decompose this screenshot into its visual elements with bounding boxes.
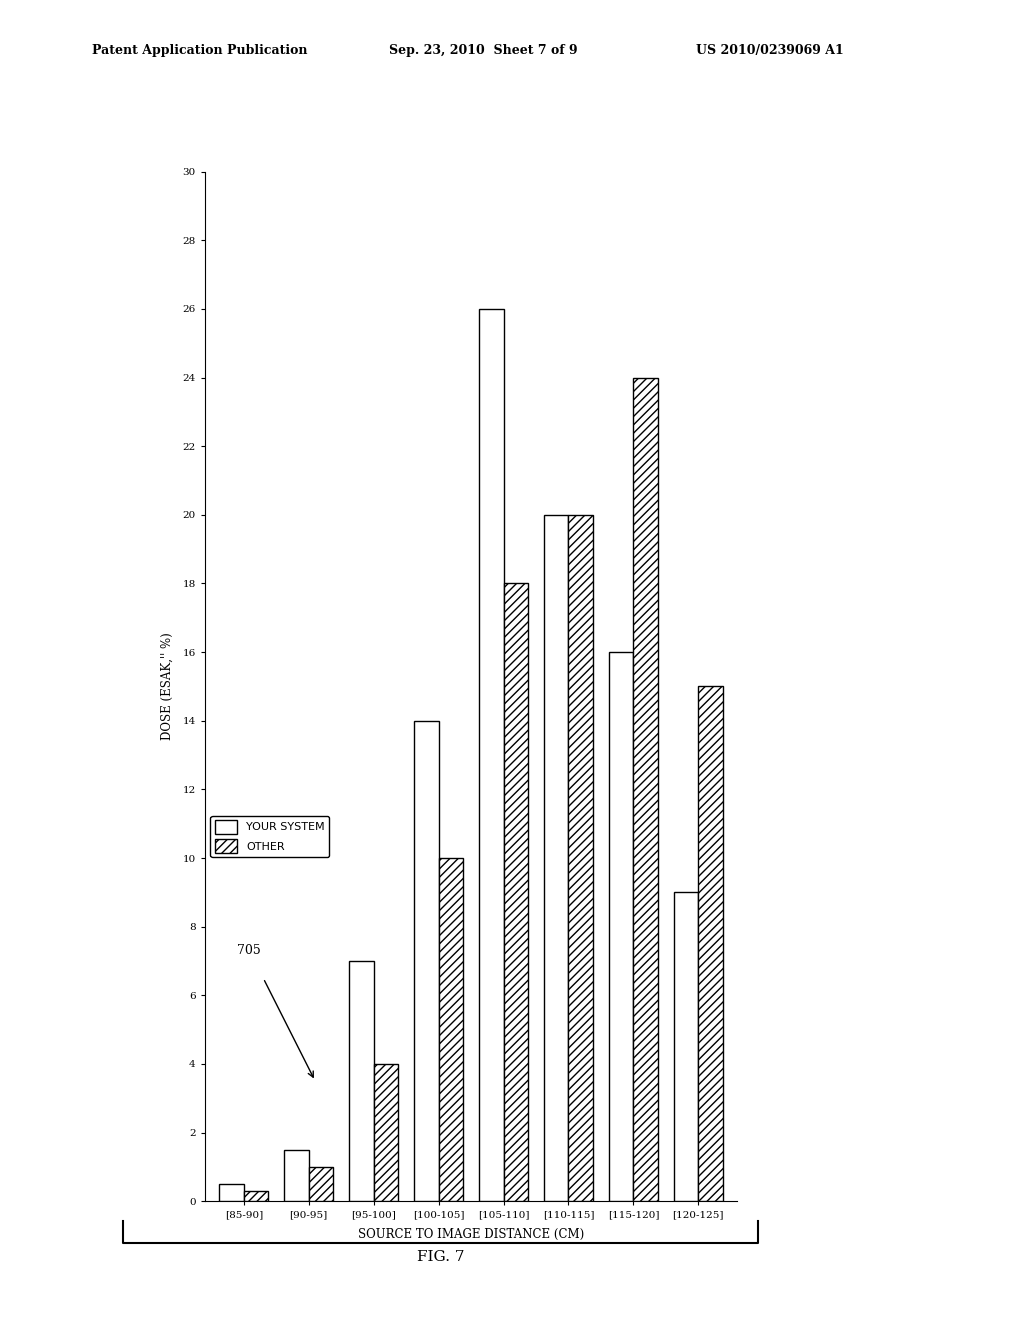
Bar (284, 1150, 308, 1201)
Bar (438, 858, 463, 1201)
Bar (698, 686, 723, 1201)
Bar (568, 515, 593, 1201)
Bar (349, 961, 374, 1201)
Text: 705: 705 (238, 944, 261, 957)
Bar (244, 1191, 268, 1201)
Bar (219, 1184, 244, 1201)
Text: Patent Application Publication: Patent Application Publication (92, 44, 307, 57)
Bar (308, 1167, 334, 1201)
Legend: YOUR SYSTEM, OTHER: YOUR SYSTEM, OTHER (210, 816, 329, 857)
Y-axis label: DOSE (ESAK,'' %): DOSE (ESAK,'' %) (161, 632, 174, 741)
Text: Sep. 23, 2010  Sheet 7 of 9: Sep. 23, 2010 Sheet 7 of 9 (389, 44, 578, 57)
Text: US 2010/0239069 A1: US 2010/0239069 A1 (696, 44, 844, 57)
Bar (504, 583, 528, 1201)
Bar (674, 892, 698, 1201)
Bar (374, 1064, 398, 1201)
Bar (608, 652, 634, 1201)
X-axis label: SOURCE TO IMAGE DISTANCE (CM): SOURCE TO IMAGE DISTANCE (CM) (358, 1228, 584, 1241)
Bar (479, 309, 504, 1201)
Bar (414, 721, 438, 1201)
Bar (634, 378, 658, 1201)
Bar (544, 515, 568, 1201)
Text: FIG. 7: FIG. 7 (417, 1250, 464, 1263)
